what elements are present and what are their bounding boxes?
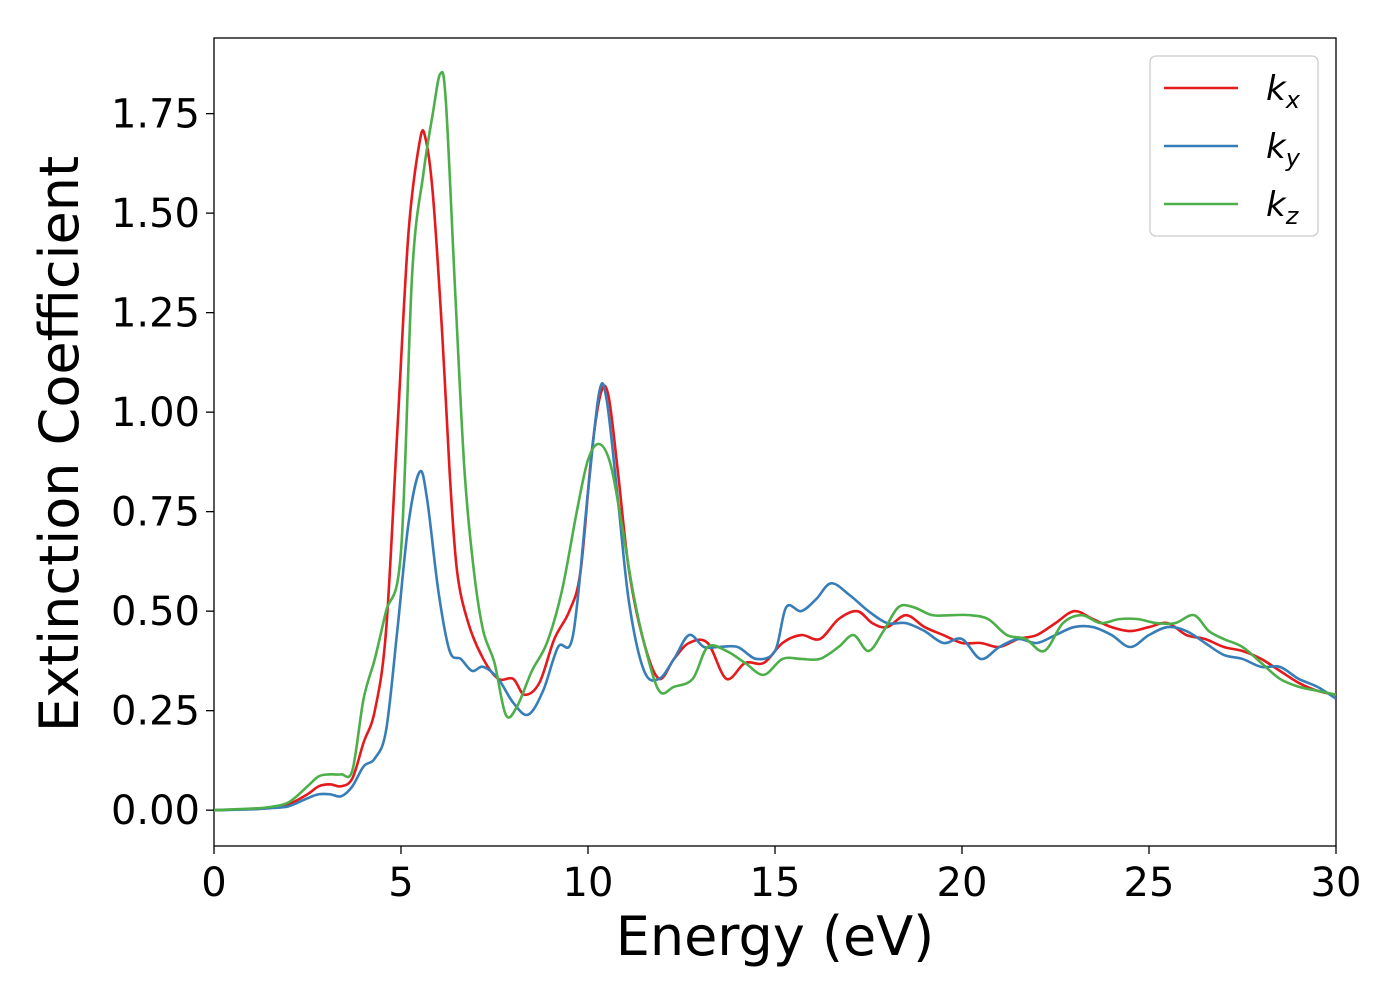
y-tick-label: 1.25 [111,291,200,337]
series-line-z [214,70,1336,812]
legend-label-base: k [1266,69,1287,109]
legend-label-z: kz [1266,185,1300,230]
y-axis-ticks: 0.00 0.25 0.50 0.75 1.00 1.25 1.50 1.75 [111,92,214,834]
x-tick-label: 5 [388,860,413,906]
legend-label-base: k [1266,185,1287,225]
y-tick-label: 0.75 [111,490,200,536]
legend-label-base: k [1266,127,1287,167]
y-tick-label: 0.25 [111,689,200,735]
legend-label-subscript: z [1285,202,1300,230]
x-axis-ticks: 0 5 10 15 20 25 30 [201,846,1361,906]
series-layer [214,70,1336,812]
legend-label-y: ky [1266,127,1301,172]
x-tick-label: 25 [1124,860,1175,906]
y-axis-title: Extinction Coefficient [28,156,91,732]
y-tick-label: 1.50 [111,191,200,237]
x-axis-title: Energy (eV) [616,905,935,968]
legend-label-subscript: y [1285,144,1301,172]
y-tick-label: 0.50 [111,589,200,635]
x-tick-label: 10 [563,860,614,906]
y-tick-label: 1.00 [111,390,200,436]
series-line-y [214,382,1336,812]
x-tick-label: 30 [1311,860,1362,906]
y-tick-label: 1.75 [111,92,200,138]
x-tick-label: 20 [937,860,988,906]
x-tick-label: 15 [750,860,801,906]
x-tick-label: 0 [201,860,226,906]
legend-label-x: kx [1266,69,1301,114]
y-tick-label: 0.00 [111,788,200,834]
legend-label-subscript: x [1285,86,1301,114]
